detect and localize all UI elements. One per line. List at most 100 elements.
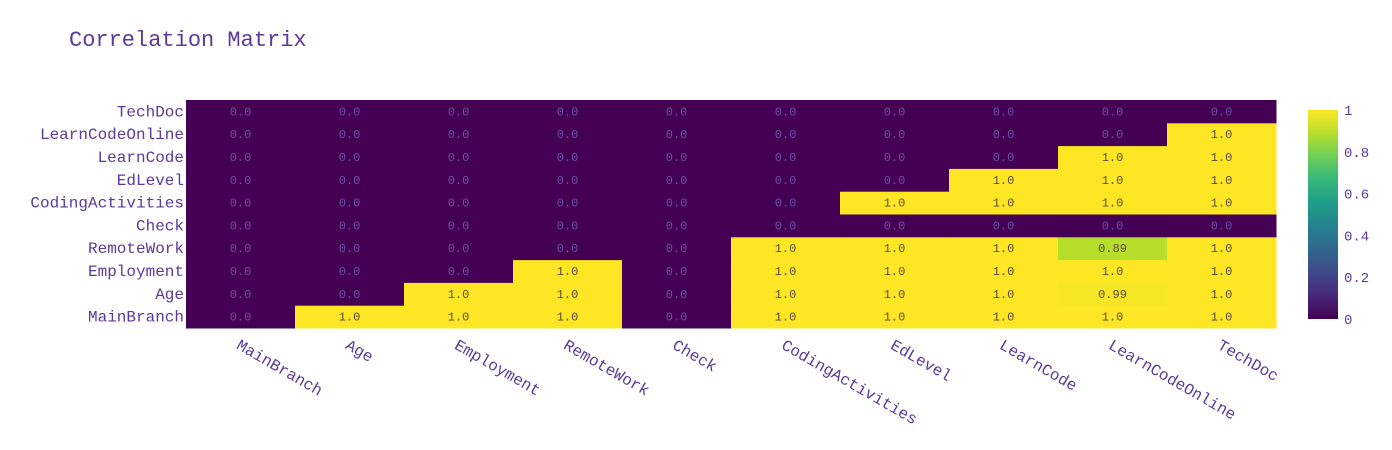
heatmap-cell-check-age — [295, 214, 405, 238]
heatmap-cell-edlevel-employment — [404, 168, 514, 192]
chart-title: Correlation Matrix — [69, 28, 307, 53]
cell-value-label: 0.0 — [448, 265, 470, 279]
heatmap-cell-remotework-mainbranch — [186, 236, 296, 261]
colorbar-tick-label: 0.2 — [1344, 271, 1369, 287]
cell-value-label: 0.0 — [884, 105, 906, 119]
heatmap-cell-age-learncodeonline — [1058, 282, 1168, 306]
heatmap-cell-codingactivities-learncode — [949, 191, 1059, 215]
heatmap-cell-learncodeonline-check — [622, 122, 732, 147]
cell-value-label: 1.0 — [557, 311, 579, 325]
colorbar-tick-label: 0.6 — [1344, 188, 1369, 204]
colorbar-tick-label: 0.4 — [1344, 229, 1369, 245]
cell-value-label: 1.0 — [557, 288, 579, 302]
heatmap-cell-employment-learncode — [949, 259, 1059, 283]
heatmap-cell-age-remotework — [513, 282, 623, 306]
heatmap-cell-check-check — [622, 214, 732, 238]
y-tick-label: CodingActivities — [30, 195, 184, 213]
heatmap-cell-edlevel-age — [295, 168, 405, 192]
cell-value-label: 1.0 — [775, 311, 797, 325]
heatmap-cell-employment-age — [295, 259, 405, 283]
cell-value-label: 0.0 — [775, 197, 797, 211]
cell-value-label: 1.0 — [993, 174, 1015, 188]
cell-value-label: 0.0 — [557, 151, 579, 165]
heatmap-cell-mainbranch-remotework — [513, 305, 623, 329]
colorbar-tick-label: 1 — [1344, 104, 1352, 120]
cell-value-label: 0.0 — [230, 242, 252, 256]
heatmap-cell-mainbranch-techdoc — [1167, 305, 1277, 329]
cell-value-label: 0.0 — [557, 219, 579, 233]
cell-value-label: 1.0 — [993, 288, 1015, 302]
heatmap-cell-learncode-learncodeonline — [1058, 145, 1168, 169]
heatmap-cell-techdoc-techdoc — [1167, 100, 1277, 124]
colorbar-tick-label: 0.8 — [1344, 146, 1369, 162]
cell-value-label: 1.0 — [339, 311, 361, 325]
cell-value-label: 0.0 — [448, 219, 470, 233]
y-tick-label: Check — [136, 217, 184, 235]
heatmap-cell-codingactivities-learncodeonline — [1058, 191, 1168, 215]
x-tick-label: LearnCode — [996, 337, 1080, 396]
heatmap-cell-employment-employment — [404, 259, 514, 283]
cell-value-label: 1.0 — [1102, 311, 1124, 325]
heatmap-cell-mainbranch-check — [622, 305, 732, 329]
heatmap-cell-check-mainbranch — [186, 214, 296, 238]
heatmap-cell-check-edlevel — [840, 214, 950, 238]
cell-value-label: 0.0 — [666, 219, 688, 233]
cell-value-label: 0.0 — [557, 128, 579, 142]
heatmap-cell-learncodeonline-techdoc — [1167, 122, 1277, 147]
heatmap-cell-codingactivities-mainbranch — [186, 191, 296, 215]
cell-value-label: 0.0 — [666, 105, 688, 119]
x-tick-label: EdLevel — [887, 337, 954, 386]
heatmap-cell-codingactivities-age — [295, 191, 405, 215]
cell-value-label: 0.0 — [557, 105, 579, 119]
cell-value-label: 0.0 — [884, 128, 906, 142]
cell-value-label: 0.0 — [230, 265, 252, 279]
cell-value-label: 1.0 — [1211, 311, 1233, 325]
cell-value-label: 0.0 — [666, 174, 688, 188]
cell-value-label: 0.0 — [1211, 219, 1233, 233]
cell-value-label: 0.0 — [993, 128, 1015, 142]
y-tick-label: LearnCodeOnline — [40, 126, 184, 144]
cell-value-label: 1.0 — [884, 242, 906, 256]
cell-value-label: 0.0 — [666, 242, 688, 256]
y-tick-label: Age — [155, 286, 184, 304]
colorbar: 0 0.2 0.4 0.6 0.8 1 — [1308, 104, 1369, 329]
cell-value-label: 0.99 — [1098, 288, 1127, 302]
heatmap-cell-learncode-learncode — [949, 145, 1059, 169]
heatmap-cell-check-employment — [404, 214, 514, 238]
cell-value-label: 1.0 — [1211, 197, 1233, 211]
heatmap-cell-codingactivities-techdoc — [1167, 191, 1277, 215]
heatmap-cell-learncodeonline-mainbranch — [186, 122, 296, 147]
heatmap-cell-learncodeonline-learncode — [949, 122, 1059, 147]
cell-value-label: 1.0 — [775, 265, 797, 279]
heatmap-cell-techdoc-codingactivities — [731, 100, 841, 124]
heatmap-cell-check-remotework — [513, 214, 623, 238]
heatmap-cell-mainbranch-edlevel — [840, 305, 950, 329]
cell-value-label: 0.0 — [230, 311, 252, 325]
cell-value-label: 0.0 — [557, 174, 579, 188]
x-tick-label: RemoteWork — [560, 337, 652, 401]
heatmap-cell-learncode-codingactivities — [731, 145, 841, 169]
heatmap-cell-learncodeonline-remotework — [513, 122, 623, 147]
cell-value-label: 0.0 — [339, 174, 361, 188]
cell-value-label: 0.0 — [339, 128, 361, 142]
heatmap-cell-learncode-techdoc — [1167, 145, 1277, 169]
cell-value-label: 0.0 — [666, 128, 688, 142]
cell-value-label: 1.0 — [557, 265, 579, 279]
y-tick-label: LearnCode — [98, 149, 184, 167]
cell-value-label: 1.0 — [884, 197, 906, 211]
heatmap-cell-learncodeonline-edlevel — [840, 122, 950, 147]
cell-value-label: 1.0 — [1102, 151, 1124, 165]
x-tick-label: Age — [342, 337, 376, 367]
heatmap-cell-remotework-learncode — [949, 236, 1059, 261]
cell-value-label: 1.0 — [1211, 288, 1233, 302]
heatmap-cell-mainbranch-mainbranch — [186, 305, 296, 329]
cell-value-label: 0.0 — [230, 105, 252, 119]
cell-value-label: 1.0 — [775, 288, 797, 302]
y-tick-label: Employment — [88, 263, 184, 281]
heatmap-cells — [186, 100, 1277, 329]
heatmap-cell-age-edlevel — [840, 282, 950, 306]
cell-value-label: 0.0 — [557, 242, 579, 256]
cell-value-label: 1.0 — [884, 265, 906, 279]
heatmap-cell-check-techdoc — [1167, 214, 1277, 238]
cell-value-label: 0.0 — [884, 219, 906, 233]
